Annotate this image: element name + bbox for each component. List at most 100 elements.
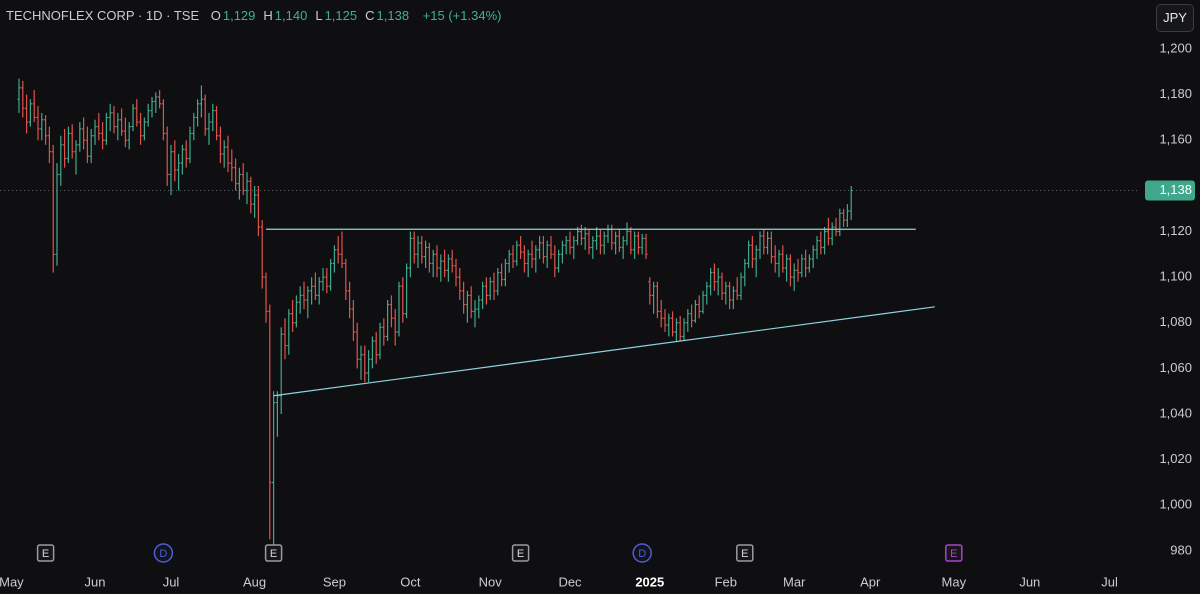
- ohlc-bar: [728, 281, 732, 310]
- ohlc-bar: [576, 226, 580, 246]
- ohlc-bar: [218, 126, 222, 164]
- ohlc-bar: [89, 128, 93, 164]
- ohlc-bar: [47, 126, 51, 164]
- ohlc-bar: [690, 304, 694, 328]
- ohlc-value: 1,138: [376, 8, 410, 23]
- ohlc-bar: [617, 229, 621, 253]
- ohlc-bar: [226, 135, 230, 173]
- ohlc-bar: [389, 295, 393, 328]
- event-marker: [945, 544, 963, 562]
- ohlc-bar: [55, 163, 59, 266]
- ohlc-bar: [101, 122, 105, 150]
- ohlc-bar: [264, 272, 268, 323]
- event-marker: [736, 544, 754, 562]
- ohlc-bar: [671, 311, 675, 337]
- ohlc-bar: [842, 208, 846, 227]
- y-tick-label: 1,120: [1159, 223, 1192, 238]
- event-label: D: [638, 548, 646, 560]
- ohlc-bar: [112, 106, 116, 134]
- ohlc-bar: [36, 106, 40, 141]
- ohlc-bar: [640, 233, 644, 255]
- ohlc-bar: [199, 85, 203, 118]
- y-tick-label: 1,000: [1159, 497, 1192, 512]
- ohlc-bar: [484, 277, 488, 305]
- trend-line: [273, 306, 935, 397]
- ohlc-bar: [503, 258, 507, 287]
- ohlc-bar: [534, 245, 538, 273]
- ohlc-bar: [720, 272, 724, 300]
- ohlc-bar: [500, 263, 504, 287]
- ohlc-bar: [359, 345, 363, 380]
- ohlc-bar: [382, 318, 386, 346]
- ohlc-bar: [693, 299, 697, 323]
- ohlc-bar: [291, 299, 295, 332]
- ohlc-bar: [275, 391, 279, 437]
- ohlc-bar: [541, 236, 545, 264]
- ohlc-bar: [298, 286, 302, 314]
- ohlc-bar: [74, 140, 78, 175]
- y-tick-label: 1,080: [1159, 314, 1192, 329]
- x-tick-label: Nov: [479, 574, 503, 589]
- ohlc-bar: [241, 163, 245, 196]
- ohlc-bar: [386, 299, 390, 342]
- event-label: E: [42, 548, 49, 560]
- ohlc-key: O: [210, 8, 221, 23]
- ohlc-bar: [268, 304, 272, 540]
- y-tick-label: 1,200: [1159, 40, 1192, 55]
- ohlc-bar: [127, 122, 131, 150]
- ohlc-bar: [636, 231, 640, 255]
- y-tick-label: 1,040: [1159, 405, 1192, 420]
- ohlc-bar: [177, 153, 181, 191]
- ohlc-bar: [777, 249, 781, 278]
- price-label-box: [1145, 180, 1195, 201]
- ohlc-bar: [306, 286, 310, 319]
- ohlc-bar: [237, 167, 241, 200]
- ohlc-bar: [553, 245, 557, 278]
- ohlc-bar: [28, 99, 32, 127]
- ohlc-value: 1,140: [274, 8, 308, 23]
- x-tick-label: Jul: [163, 574, 180, 589]
- ohlc-bar: [431, 249, 435, 278]
- ohlc-bar: [374, 331, 378, 364]
- ohlc-bar: [750, 236, 754, 269]
- ohlc-bar: [838, 208, 842, 237]
- ohlc-bar: [659, 299, 663, 328]
- ohlc-bar: [108, 103, 112, 132]
- ohlc-bar: [120, 108, 124, 136]
- event-label: D: [159, 548, 167, 560]
- ohlc-bar: [363, 345, 367, 383]
- x-tick-label: Jun: [85, 574, 106, 589]
- ohlc-bar: [435, 245, 439, 278]
- ohlc-bar: [397, 281, 401, 337]
- ohlc-bar: [716, 268, 720, 296]
- ohlc-bar: [367, 350, 371, 383]
- ohlc-bar: [648, 277, 652, 305]
- y-tick-label: 1,020: [1159, 451, 1192, 466]
- ohlc-bar: [526, 249, 530, 278]
- ohlc-bar: [450, 249, 454, 273]
- ohlc-bar: [310, 277, 314, 305]
- ohlc-bar: [207, 112, 211, 145]
- ohlc-bar: [351, 299, 355, 342]
- ohlc-bar: [568, 231, 572, 255]
- ohlc-bar: [796, 258, 800, 282]
- ohlc-bar: [454, 258, 458, 287]
- ohlc-bar: [652, 281, 656, 314]
- ohlc-bar: [595, 226, 599, 250]
- ohlc-bar: [758, 231, 762, 259]
- event-marker: [36, 544, 55, 562]
- ohlc-bar: [579, 224, 583, 246]
- ohlc-key: C: [365, 8, 375, 23]
- ohlc-bar: [815, 236, 819, 259]
- ohlc-bar: [169, 144, 173, 196]
- ohlc-bar: [773, 245, 777, 273]
- currency-button[interactable]: JPY: [1156, 4, 1194, 32]
- ohlc-bar: [549, 236, 553, 259]
- ohlc-bar: [439, 254, 443, 282]
- ohlc-bar: [530, 240, 534, 269]
- ohlc-bar: [85, 126, 89, 164]
- ohlc-bar: [139, 112, 143, 145]
- ohlc-key: H: [263, 8, 273, 23]
